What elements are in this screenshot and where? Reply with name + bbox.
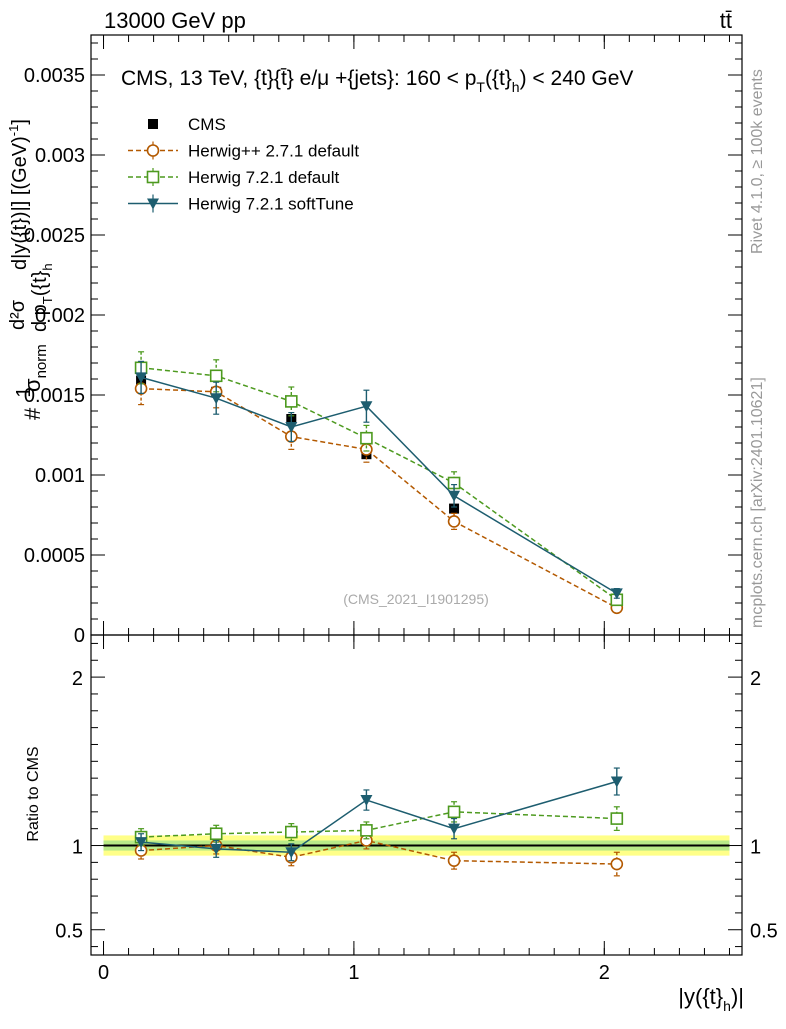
main-ytick-label: 0.0025: [24, 225, 85, 247]
main-ylabel: # 1 σnorm d²σ d pT({t}h d|y({t})|] [(GeV…: [6, 119, 55, 420]
ratio-xtick-label: 1: [348, 962, 359, 984]
ratio-ytick-label-right: 0.5: [750, 921, 778, 943]
process-label: tt̄: [720, 8, 732, 33]
legend-label: Herwig++ 2.7.1 default: [188, 142, 359, 161]
herwigpp-marker: [610, 857, 624, 871]
ratio-series-line: [141, 839, 617, 865]
herwig7-softtune-marker: [360, 401, 373, 413]
herwig7-default-marker: [209, 827, 223, 841]
herwigpp-marker: [146, 144, 160, 157]
ratio-ytick-label: 1: [72, 837, 83, 859]
herwig7-softtune-marker: [147, 198, 159, 210]
ratio-series-layer: [134, 767, 624, 877]
herwig7-default-marker: [610, 812, 624, 825]
main-series-line: [140, 376, 618, 595]
herwig7-softtune-marker: [448, 823, 461, 835]
ratio-uncertainty-band: [103, 835, 730, 856]
svg-text:d pT({t}h: d pT({t}h: [29, 263, 55, 332]
herwig7-softtune-marker: [448, 490, 461, 502]
legend-label: CMS: [188, 115, 226, 134]
legend: CMS Herwig++ 2.7.1 default Herwig 7.2.1 de…: [128, 115, 359, 214]
main-series-circle: [134, 372, 624, 615]
herwig7-default-marker: [447, 805, 461, 819]
main-ytick-label: 0.003: [35, 145, 85, 167]
main-ytick-label: 0.001: [35, 465, 85, 487]
main-series-line: [140, 367, 618, 601]
ratio-axis-ticks: 0.5 0.5 1 1 2 2 0 1 2: [55, 635, 778, 984]
main-axis-ticks: 0 0.0005 0.001 0.0015 0.002 0.0025 0.003 0.0035: [24, 35, 742, 647]
ratio-xtick-label: 0: [98, 962, 109, 984]
ratio-series-triangle: [135, 767, 623, 862]
ratio-series-line: [141, 780, 618, 854]
mcplots-label: mcplots.cern.ch [arXiv:2401.10621]: [749, 377, 766, 628]
main-ytick-label: 0.0005: [24, 545, 85, 567]
herwig7-default-marker: [360, 824, 373, 837]
svg-text:d|y({t})|] [(GeV)-1]: d|y({t})|] [(GeV)-1]: [6, 119, 31, 270]
cms-data-marker: [148, 119, 158, 129]
svg-text:# 1: # 1: [13, 387, 45, 421]
main-series-data: [136, 372, 622, 610]
energy-label: 13000 GeV pp: [104, 8, 246, 33]
ratio-ytick-label: 2: [72, 668, 83, 690]
x-axis-label: |y({t}h)|: [678, 984, 744, 1014]
herwig7-softtune-marker: [210, 393, 223, 405]
main-ytick-label: 0.0035: [24, 65, 85, 87]
herwig7-softtune-marker: [135, 837, 148, 849]
herwig7-softtune-marker: [360, 795, 373, 807]
main-series-line: [141, 387, 618, 609]
ratio-xtick-label: 2: [599, 962, 610, 984]
ratio-ytick-label-right: 2: [750, 668, 761, 690]
ratio-ytick-label: 0.5: [55, 921, 83, 943]
herwig7-default-marker: [285, 395, 298, 408]
main-ytick-label: 0.002: [35, 305, 85, 327]
herwig7-softtune-marker: [610, 776, 623, 788]
herwig7-softtune-marker: [135, 372, 148, 384]
chart-title: CMS, 13 TeV, {t}{t̄} e/μ +{jets}: 160 < …: [121, 67, 633, 95]
legend-label: Herwig 7.2.1 default: [188, 168, 339, 187]
legend-label: Herwig 7.2.1 softTune: [188, 195, 354, 214]
herwig7-default-marker: [209, 369, 223, 383]
herwig7-default-marker: [285, 825, 298, 839]
main-series-square: [134, 351, 624, 607]
ratio-ytick-label-right: 1: [750, 837, 761, 859]
herwig7-default-marker: [360, 431, 373, 445]
main-ytick-label: 0.0015: [24, 385, 85, 407]
svg-text:d²σ: d²σ: [7, 299, 29, 330]
herwigpp-marker: [447, 515, 461, 528]
watermark-label: (CMS_2021_I1901295): [343, 591, 489, 607]
ratio-series-line: [141, 811, 617, 838]
herwig7-softtune-marker: [285, 847, 298, 859]
ratio-panel-frame: [90, 634, 743, 956]
herwig7-softtune-marker: [285, 422, 298, 433]
main-series-triangle: [135, 360, 623, 600]
herwig7-softtune-marker: [210, 843, 223, 855]
main-ytick-label: 0: [74, 625, 85, 647]
herwigpp-marker: [447, 854, 461, 867]
main-series-layer: [134, 351, 624, 615]
cms-data-marker: [449, 503, 460, 514]
rivet-label: Rivet 4.1.0, ≥ 100k events: [749, 69, 766, 254]
svg-text:σnorm: σnorm: [20, 344, 50, 392]
ratio-ylabel: Ratio to CMS: [25, 746, 42, 841]
herwig7-softtune-marker: [610, 588, 623, 600]
herwig7-default-marker: [146, 170, 160, 184]
